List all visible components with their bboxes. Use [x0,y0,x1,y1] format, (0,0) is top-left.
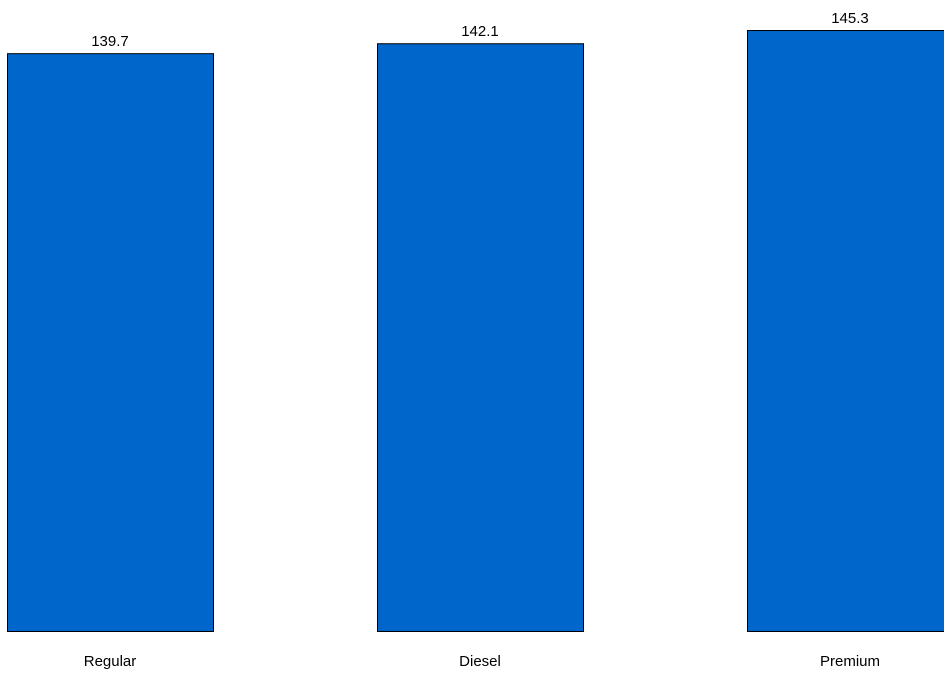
bar-premium [748,31,944,632]
bar-diesel [378,44,584,632]
data-label-regular: 139.7 [91,33,129,50]
data-label-premium: 145.3 [831,10,869,27]
x-tick-label-premium: Premium [820,653,880,670]
data-label-diesel: 142.1 [461,23,499,40]
x-tick-label-diesel: Diesel [459,653,501,670]
x-tick-label-regular: Regular [84,653,137,670]
bar-regular [8,54,214,632]
